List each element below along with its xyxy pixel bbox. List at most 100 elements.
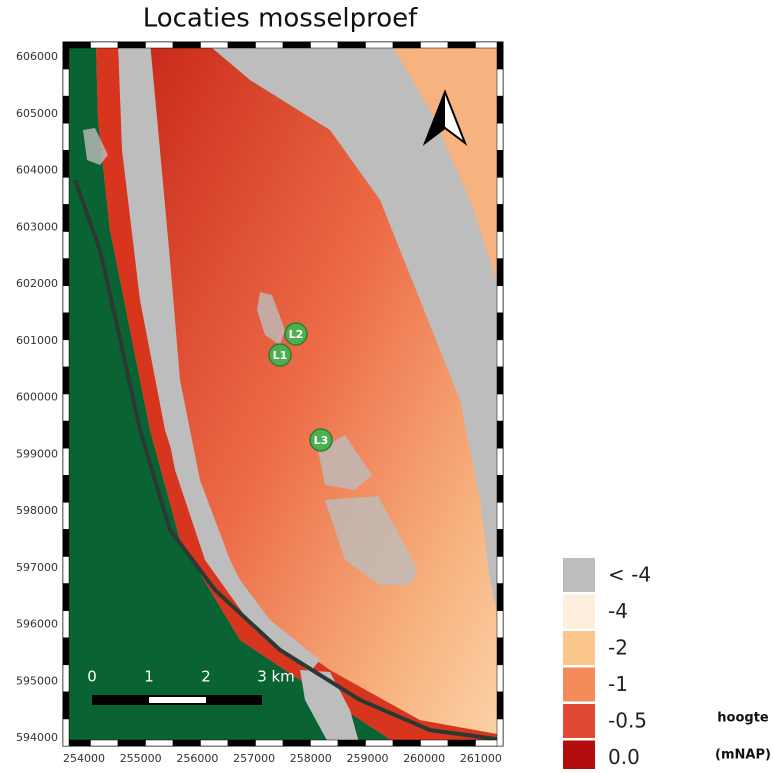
frame-segment — [496, 41, 504, 70]
frame-segment — [62, 339, 70, 368]
frame-segment — [62, 366, 70, 395]
frame-segment — [496, 556, 504, 584]
frame-segment — [447, 739, 476, 747]
frame-segment — [496, 150, 504, 178]
y-coordinate-label: 594000 — [16, 731, 58, 744]
frame-segment — [496, 177, 504, 205]
location-label: L2 — [289, 328, 304, 341]
frame-segment — [392, 41, 421, 49]
frame-segment — [496, 95, 504, 124]
area — [318, 435, 372, 490]
frame-segment — [496, 502, 504, 530]
frame-segment — [200, 41, 229, 49]
frame-segment — [496, 258, 504, 286]
scale-label: 1 — [144, 668, 154, 686]
frame-segment — [62, 718, 70, 747]
frame-segment — [62, 41, 70, 70]
area — [257, 292, 285, 345]
frame-segment — [62, 475, 70, 503]
frame-segment — [420, 739, 449, 747]
location-marker — [309, 428, 333, 452]
frame-segment — [392, 739, 421, 747]
legend-swatch — [563, 740, 595, 773]
frame-segment — [496, 339, 504, 368]
legend-title: hoogte — [717, 711, 769, 726]
frame-segment — [496, 447, 504, 476]
frame-segment — [255, 739, 284, 747]
frame-segment — [227, 41, 256, 49]
frame-segment — [496, 312, 504, 341]
frame-segment — [365, 41, 394, 49]
x-coordinate-label: 256000 — [176, 752, 218, 765]
y-coordinate-label: 604000 — [16, 164, 58, 177]
y-coordinate-label: 599000 — [16, 447, 58, 460]
title: Locaties mosselproef — [143, 4, 418, 34]
legend-label: 0.0 — [608, 745, 640, 769]
frame-segment — [62, 664, 70, 693]
frame-segment — [117, 739, 146, 747]
legend-label: -2 — [608, 636, 628, 660]
y-coordinate-label: 596000 — [16, 618, 58, 631]
channel-mouth — [300, 670, 360, 746]
frame-segment — [200, 739, 229, 747]
legend-title: (mNAP) — [715, 748, 771, 763]
map — [63, 42, 503, 746]
dike — [73, 179, 503, 742]
frame-segment — [447, 41, 476, 49]
x-coordinate-label: 254000 — [63, 752, 105, 765]
y-coordinate-label: 605000 — [16, 107, 58, 120]
location-marker — [284, 322, 308, 346]
frame-segment — [255, 41, 284, 49]
x-coordinate-label: 257000 — [233, 752, 275, 765]
frame-segment — [282, 41, 311, 49]
frame-segment — [62, 420, 70, 449]
frame-segment — [62, 204, 70, 232]
frame-segment — [496, 610, 504, 639]
frame-segment — [62, 231, 70, 259]
frame-segment — [496, 366, 504, 395]
frame-segment — [496, 285, 504, 314]
legend-swatch — [563, 594, 595, 629]
frame-segment — [62, 95, 70, 124]
frame-segment — [62, 610, 70, 639]
frame-segment — [496, 583, 504, 611]
channel — [118, 50, 320, 672]
frame-segment — [310, 41, 339, 49]
far-flat — [390, 42, 503, 300]
legend-label: < -4 — [608, 563, 651, 587]
frame-segment — [62, 393, 70, 422]
frame-segment — [496, 122, 504, 151]
frame-segment — [62, 556, 70, 584]
frame-segment — [62, 150, 70, 178]
frame-segment — [62, 122, 70, 151]
frame-segment — [172, 739, 201, 747]
frame-segment — [90, 41, 119, 49]
legend-label: -4 — [608, 599, 628, 623]
frame-segment — [62, 312, 70, 341]
legend-swatch — [563, 704, 595, 738]
legend-swatch — [563, 667, 595, 702]
frame-segment — [496, 475, 504, 503]
legend-label: -0.5 — [608, 709, 647, 733]
north-arrow — [422, 89, 468, 146]
frame-segment — [62, 68, 70, 97]
frame-segment — [496, 529, 504, 557]
y-coordinate-label: 602000 — [16, 277, 58, 290]
y-coordinate-label: 597000 — [16, 561, 58, 574]
scale-label: 0 — [87, 668, 97, 686]
frame-segment — [62, 177, 70, 205]
land — [63, 42, 400, 746]
frame-segment — [496, 420, 504, 449]
frame-segment — [365, 739, 394, 747]
frame-segment — [62, 285, 70, 314]
frame-segment — [337, 739, 366, 747]
area — [83, 128, 108, 165]
location-marker — [268, 343, 292, 367]
y-coordinate-label: 601000 — [16, 334, 58, 347]
frame-segment — [62, 583, 70, 611]
y-coordinate-label: 595000 — [16, 674, 58, 687]
frame-segment — [62, 637, 70, 666]
location-label: L1 — [273, 349, 288, 362]
frame-segment — [62, 502, 70, 530]
